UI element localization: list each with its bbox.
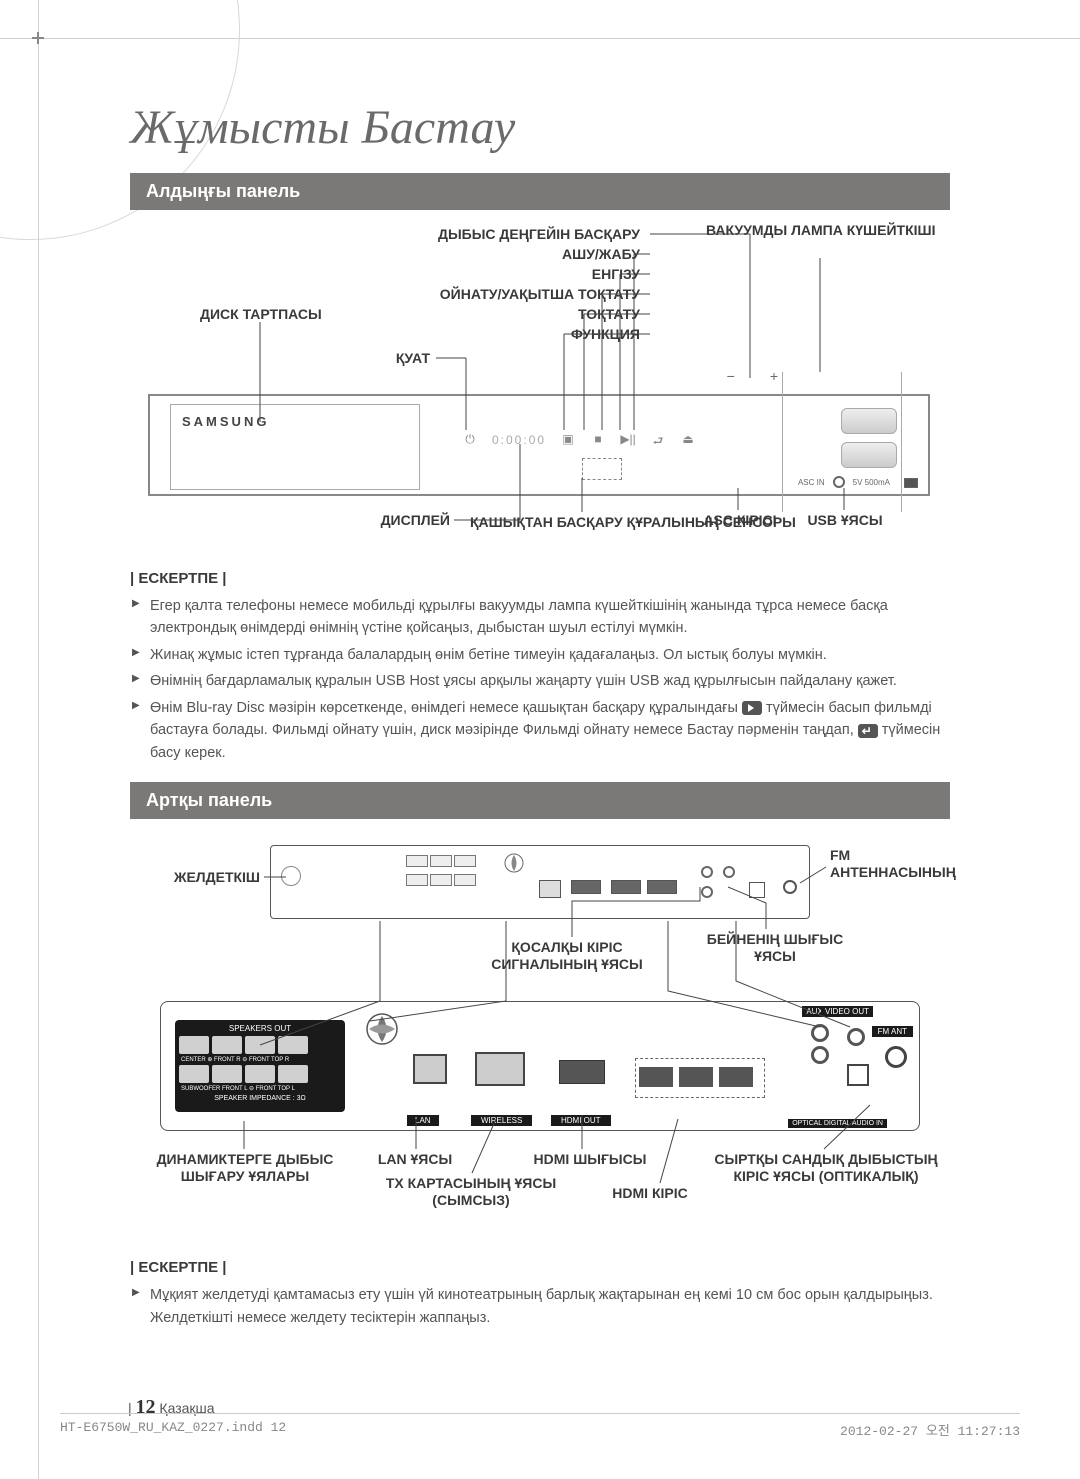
hdmi-out-port (559, 1060, 605, 1084)
aux-jack-small (701, 866, 713, 878)
optical-small (749, 882, 765, 898)
vout-chip: VIDEO OUT (821, 1006, 873, 1017)
asc-jack-area: ASC IN 5V 500mA (798, 476, 890, 488)
note-item: Мұқият желдетуді қамтамасыз ету үшін үй … (130, 1284, 950, 1329)
note-heading-2: | ЕСКЕРТПЕ | (130, 1259, 950, 1276)
optical-chip: OPTICAL DIGITAL AUDIO IN (788, 1119, 887, 1129)
label-vacuum: ВАКУУМДЫ ЛАМПА КҮШЕЙТКІШІ (706, 222, 926, 238)
video-jack-small (723, 866, 735, 878)
hdmi-in-ports (635, 1058, 765, 1098)
front-buttons: ⏻ 0:00:00 ▣ ■ ▶|| ⮐ ⏏ (462, 432, 696, 448)
label-display: ДИСПЛЕЙ (330, 512, 450, 528)
spk-out-label: SPEAKERS OUT (179, 1024, 341, 1033)
play-pause-icon: ▶|| (620, 432, 636, 448)
hdmi-in2-small (647, 880, 677, 894)
volume-symbols: − + (727, 368, 778, 384)
vol-minus: − (727, 368, 735, 384)
wireless-slot (475, 1052, 525, 1086)
impedance-label: SPEAKER IMPEDANCE : 3Ω (179, 1095, 341, 1102)
optical-port (847, 1064, 869, 1086)
enter-icon: ⮐ (650, 432, 666, 448)
fm-chip: FM ANT (872, 1026, 913, 1037)
power-icon: ⏻ (462, 432, 478, 448)
label-disc-tray: ДИСК ТАРТПАСЫ (200, 306, 330, 322)
video-out-jack (847, 1028, 865, 1046)
note-item: Өнім Blu-ray Disc мәзірін көрсеткенде, ө… (130, 697, 950, 764)
rear-panel-diagram: ЖЕЛДЕТКІШ FM АНТЕННАСЫНЫҢ ҚОСАЛҚЫ КІРІС … (130, 831, 950, 1251)
label-volume: ДЫБЫС ДЕҢГЕЙІН БАСҚАРУ (410, 226, 640, 242)
section-front-panel: Алдыңғы панель (130, 173, 950, 210)
vol-plus: + (770, 368, 778, 384)
function-icon: ▣ (560, 432, 576, 448)
fan2-small (503, 852, 525, 879)
label-fm: FM АНТЕННАСЫНЫҢ (830, 847, 960, 881)
fm-jack (885, 1046, 907, 1068)
device-front-view: SAMSUNG ⏻ 0:00:00 ▣ ■ ▶|| ⮐ ⏏ − + ASC (148, 394, 930, 496)
lan-port (413, 1054, 447, 1084)
rear-notes-list: Мұқият желдетуді қамтамасыз ету үшін үй … (130, 1284, 950, 1329)
speaker-block-small (405, 854, 491, 894)
asc-label: ASC IN (798, 478, 825, 487)
remote-sensor (582, 458, 622, 480)
eject-icon: ⏏ (680, 432, 696, 448)
page-content: Жұмысты Бастау Алдыңғы панель ДЫБЫС ДЕҢГ… (130, 40, 950, 1329)
label-optical: СЫРТҚЫ САНДЫҚ ДЫБЫСТЫҢ КІРІС ҰЯСЫ (ОПТИК… (696, 1151, 956, 1185)
enter-icon (858, 724, 878, 738)
label-fan: ЖЕЛДЕТКІШ (140, 869, 260, 886)
label-video-out: БЕЙНЕНІҢ ШЫҒЫС ҰЯСЫ (690, 931, 860, 965)
label-open-close: АШУ/ЖАБУ (470, 246, 640, 262)
aux-jack2-small (701, 886, 713, 898)
usb-port-icon (904, 478, 918, 488)
brand-logo: SAMSUNG (182, 414, 269, 429)
label-usb: USB ҰЯСЫ (790, 512, 900, 528)
play-icon (742, 701, 762, 715)
registration-mark (32, 32, 44, 44)
label-power: ҚУАТ (350, 350, 430, 366)
chapter-title: Жұмысты Бастау (130, 100, 950, 155)
note-item: Жинақ жұмыс істеп тұрғанда балалардың өн… (130, 644, 950, 666)
display-segment: 0:00:00 (492, 433, 546, 447)
label-stop: ТОҚТАТУ (530, 306, 640, 322)
label-speakers: ДИНАМИКТЕРГЕ ДЫБЫС ШЫҒАРУ ҰЯЛАРЫ (130, 1151, 360, 1185)
tube-2 (841, 442, 897, 468)
label-play-pause: ОЙНАТУ/УАҚЫТША ТОҚТАТУ (426, 286, 640, 302)
fan-small (281, 866, 301, 886)
hdmi-out-chip: HDMI OUT (551, 1115, 611, 1126)
front-panel-diagram: ДЫБЫС ДЕҢГЕЙІН БАСҚАРУ АШУ/ЖАБУ ЕНГІЗУ О… (130, 222, 950, 562)
rear-view-large: SPEAKERS OUT CENTER ⊕ FRONT R ⊖ FRONT TO… (160, 1001, 920, 1131)
label-function: ФУНКЦИЯ (530, 326, 640, 342)
label-hdmi-out: HDMI ШЫҒЫСЫ (510, 1151, 670, 1168)
label-enter: ЕНГІЗУ (530, 266, 640, 282)
footer-file: HT-E6750W_RU_KAZ_0227.indd 12 (60, 1420, 286, 1439)
section-rear-panel: Артқы панель (130, 782, 950, 819)
tube-1 (841, 408, 897, 434)
label-asc: ASC КІРІСІ (690, 512, 790, 528)
fm-small (783, 880, 797, 894)
hdmi-in1-small (611, 880, 641, 894)
label-lan: LAN ҰЯСЫ (360, 1151, 470, 1168)
label-aux: ҚОСАЛҚЫ КІРІС СИГНАЛЫНЫҢ ҰЯСЫ (462, 939, 672, 973)
asc-jack-icon (833, 476, 845, 488)
lan-small (539, 880, 561, 898)
footer-date: 2012-02-27 오전 11:27:13 (840, 1420, 1020, 1439)
fan-large (365, 1012, 399, 1051)
label-tx: TX КАРТАСЫНЫҢ ҰЯСЫ (СЫМСЫЗ) (366, 1175, 576, 1209)
rear-view-small (270, 845, 810, 919)
note-item: Өнімнің бағдарламалық құралын USB Host ұ… (130, 670, 950, 692)
dc5v-label: 5V 500mA (853, 478, 890, 487)
footer: HT-E6750W_RU_KAZ_0227.indd 12 2012-02-27… (60, 1413, 1020, 1439)
front-notes-list: Егер қалта телефоны немесе мобильді құры… (130, 595, 950, 764)
stop-icon: ■ (590, 432, 606, 448)
hdmi-out-small (571, 880, 601, 894)
aux-jacks (807, 1020, 833, 1068)
note-heading-1: | ЕСКЕРТПЕ | (130, 570, 950, 587)
vacuum-tube-amp (782, 372, 902, 512)
note-item: Егер қалта телефоны немесе мобильді құры… (130, 595, 950, 640)
speaker-out-block: SPEAKERS OUT CENTER ⊕ FRONT R ⊖ FRONT TO… (175, 1020, 345, 1112)
wireless-chip: WIRELESS (471, 1115, 532, 1126)
label-hdmi-in: HDMI КІРІС (580, 1185, 720, 1202)
lan-chip: LAN (407, 1115, 439, 1126)
label-remote-sensor: ҚАШЫҚТАН БАСҚАРУ ҚҰРАЛЫНЫҢ СЕНСОРЫ (470, 514, 700, 530)
